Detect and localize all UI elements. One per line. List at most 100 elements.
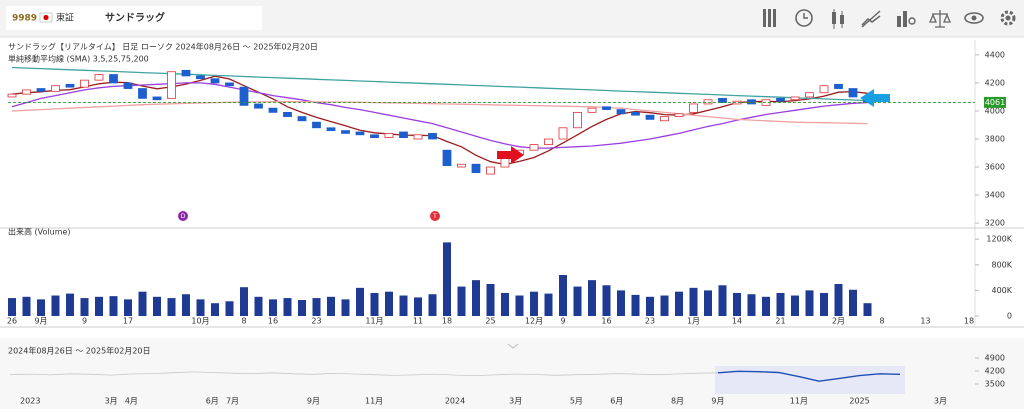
y-tick-label: 3800: [985, 135, 1005, 144]
x-tick-label: 8: [879, 317, 884, 326]
candle: [471, 163, 481, 174]
volume-bar: [138, 291, 147, 316]
candle: [181, 69, 191, 77]
x-tick-label: 11月: [790, 397, 808, 406]
volume-bar: [762, 296, 770, 316]
y-tick-label: 4200: [985, 366, 1005, 375]
x-tick-label: 11月: [365, 397, 383, 406]
volume-bar: [66, 293, 74, 316]
x-tick-label: 6月: [206, 397, 219, 406]
volume-bar: [327, 296, 335, 316]
volume-bar: [718, 285, 727, 316]
volume-bar: [399, 295, 408, 316]
candle: [616, 109, 626, 115]
candle: [152, 96, 162, 101]
candle: [602, 106, 611, 110]
navigator-window[interactable]: [715, 366, 905, 394]
volume-bar: [747, 294, 756, 316]
candle: [747, 99, 756, 105]
candle: [210, 78, 220, 84]
x-tick-label: 16: [268, 317, 278, 326]
volume-title: 出来高 (Volume): [8, 227, 71, 237]
volume-bar: [472, 280, 480, 316]
x-tick-label: 4月: [125, 397, 138, 406]
candle: [312, 121, 321, 129]
candle: [573, 111, 582, 129]
volume-bar: [457, 286, 466, 316]
volume-bar: [820, 292, 828, 316]
x-tick-label: 2月: [832, 317, 845, 326]
candle: [36, 88, 46, 92]
x-tick-label: 7月: [226, 397, 239, 406]
x-tick-label: 23: [311, 317, 321, 326]
volume-bar: [312, 298, 321, 316]
candle: [442, 149, 452, 167]
candle: [428, 132, 437, 140]
candle: [326, 127, 336, 131]
candle: [631, 111, 640, 116]
x-tick-label: 11: [413, 317, 423, 326]
arrow-annotation: [860, 89, 890, 107]
x-tick-label: 5月: [570, 397, 583, 406]
candle: [167, 71, 176, 99]
candle: [413, 134, 423, 140]
market: 東証: [56, 12, 74, 24]
volume-bar: [660, 295, 669, 316]
line: [11, 101, 868, 125]
volume-bar: [240, 287, 248, 316]
volume-bar: [109, 296, 118, 316]
volume-bar: [298, 300, 306, 316]
navigator-title: 2024年08月26日 ～ 2025年02月20日: [8, 346, 151, 356]
candle: [790, 96, 800, 101]
x-tick-label: 9: [82, 317, 87, 326]
volume-bar: [559, 275, 567, 316]
volume-bar: [501, 292, 509, 316]
volume-bar: [196, 299, 205, 316]
volume-bar: [515, 295, 524, 316]
x-tick-label: 25: [485, 317, 495, 326]
candle: [22, 89, 31, 95]
line: [11, 75, 868, 166]
collapse-icon[interactable]: [507, 343, 519, 349]
x-tick-label: 18: [442, 317, 452, 326]
candle: [138, 88, 147, 99]
candle: [776, 97, 785, 102]
candle: [283, 111, 292, 117]
x-tick-label: 11月: [365, 317, 383, 326]
x-tick-label: 8月: [671, 397, 684, 406]
event-marker: [430, 211, 440, 221]
candle: [7, 93, 17, 98]
candle: [457, 163, 466, 168]
candle: [660, 116, 669, 122]
candle: [703, 99, 713, 105]
volume-bar: [51, 295, 60, 316]
y-tick-label: 3200: [985, 219, 1005, 228]
volume-bar: [791, 295, 799, 316]
toolbar-icons[interactable]: [763, 9, 1016, 29]
x-tick-label: 16: [601, 317, 611, 326]
volume-bar: [675, 291, 683, 316]
volume-bar: [704, 290, 712, 316]
candle: [225, 82, 234, 87]
volume-bar: [530, 291, 538, 316]
y-tick-label: 400K: [991, 286, 1012, 295]
volume-bar: [428, 294, 437, 316]
volume-bar: [617, 290, 625, 316]
y-tick-label: 800K: [991, 260, 1012, 269]
candle: [819, 85, 829, 94]
x-tick-label: 21: [775, 317, 785, 326]
volume-bar: [486, 284, 495, 316]
volume-bar: [254, 296, 263, 316]
x-tick-label: 1月: [687, 317, 700, 326]
volume-bar: [646, 296, 654, 316]
volume-bar: [849, 289, 857, 316]
candle: [94, 74, 104, 81]
candle: [268, 107, 278, 113]
x-tick-label: 9: [560, 317, 565, 326]
x-tick-label: 17: [123, 317, 133, 326]
candle: [718, 97, 727, 103]
x-tick-label: 3月: [934, 397, 947, 406]
y-tick-label: 4900: [985, 353, 1005, 362]
y-tick-label: 3400: [985, 191, 1005, 200]
